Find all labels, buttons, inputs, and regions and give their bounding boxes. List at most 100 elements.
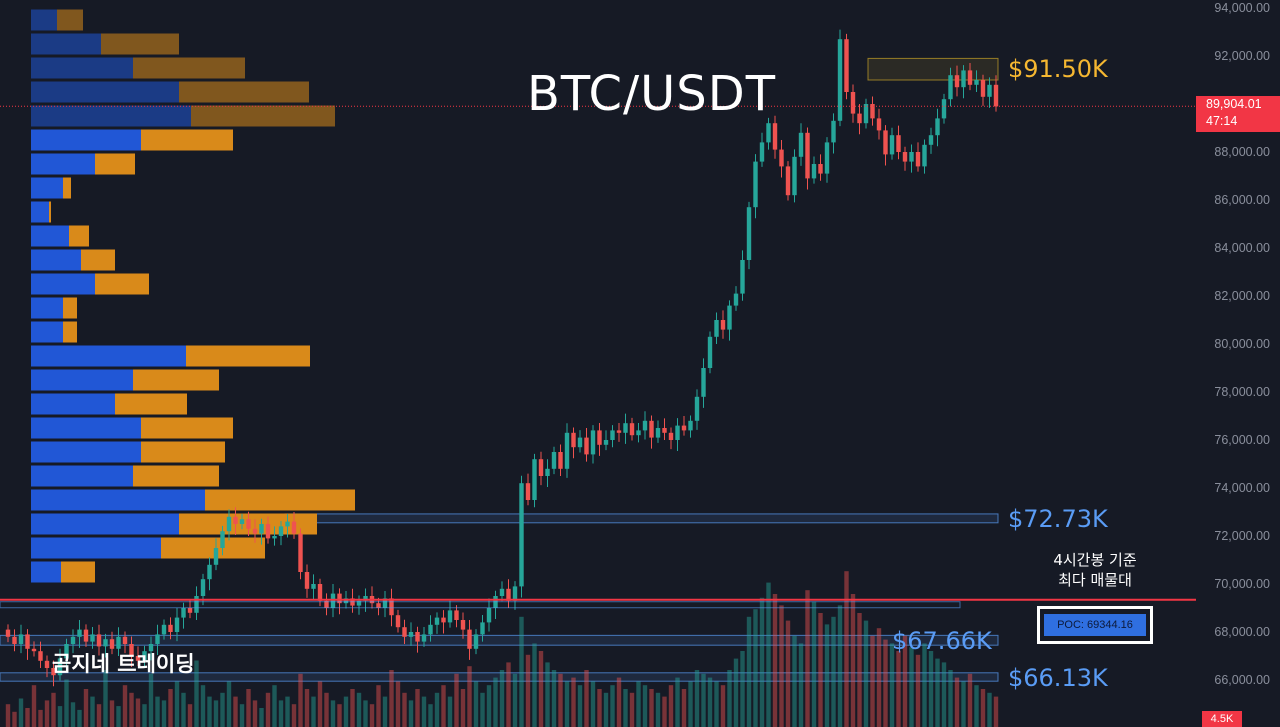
volume-bar <box>44 700 50 727</box>
volume-bar <box>857 613 862 727</box>
vp-sell-bar <box>63 297 77 319</box>
vp-buy-bar <box>31 153 95 175</box>
candle-body <box>922 144 927 167</box>
candle-body <box>168 624 173 632</box>
candle-body <box>649 420 654 438</box>
volume-bar <box>441 685 446 727</box>
vp-buy-bar <box>31 465 133 487</box>
volume-bar <box>779 605 784 727</box>
candle-body <box>772 123 778 150</box>
volume-bar <box>974 685 979 727</box>
candle-body <box>636 430 641 436</box>
vp-buy-bar <box>31 129 141 151</box>
volume-bar <box>681 689 687 727</box>
level-label: $66.13K <box>1008 663 1108 692</box>
volume-bar <box>831 616 836 727</box>
y-tick-label: 94,000.00 <box>1214 1 1270 15</box>
vp-buy-bar <box>31 57 133 79</box>
vp-buy-bar <box>31 9 57 31</box>
candle-body <box>779 149 784 167</box>
candle-body <box>213 548 219 565</box>
vp-sell-bar <box>133 57 245 79</box>
volume-bar <box>993 696 999 727</box>
volume-bar <box>272 685 277 727</box>
volume-bar <box>194 660 199 727</box>
volume-bar <box>798 643 804 727</box>
y-tick-label: 80,000.00 <box>1214 337 1270 351</box>
vp-sell-bar <box>141 417 233 439</box>
candle-body <box>415 632 420 642</box>
candle-body <box>330 593 336 608</box>
volume-bar <box>558 673 563 727</box>
volume-bar <box>519 616 524 727</box>
vp-sell-bar <box>191 105 335 127</box>
candle-body <box>155 634 160 644</box>
candle-body <box>909 152 914 162</box>
volume-bar <box>239 704 245 727</box>
volume-bar <box>714 681 719 727</box>
volume-bar <box>909 647 914 727</box>
volume-bar <box>298 673 303 727</box>
candle-body <box>200 579 206 596</box>
volume-bar <box>70 702 76 727</box>
volume-bar <box>252 700 258 727</box>
volume-bar <box>499 670 505 727</box>
y-tick-label: 86,000.00 <box>1214 193 1270 207</box>
volume-bar <box>896 651 901 727</box>
volume-bar <box>25 708 30 727</box>
volume-bar <box>642 685 648 727</box>
volume-bar <box>376 685 381 727</box>
volume-bar <box>142 704 147 727</box>
volume-bar <box>90 696 95 727</box>
candle-body <box>668 432 674 440</box>
volume-bars <box>5 571 999 727</box>
volume-bar <box>187 704 193 727</box>
volume-bar <box>753 609 758 727</box>
vp-sell-bar <box>133 465 219 487</box>
volume-bar <box>551 670 557 727</box>
y-tick-label: 88,000.00 <box>1214 145 1270 159</box>
vp-sell-bar <box>141 441 225 463</box>
volume-bar <box>77 709 82 727</box>
vp-sell-bar <box>61 561 95 583</box>
volume-bar <box>486 685 492 727</box>
volume-bar <box>701 673 706 727</box>
volume-bar <box>623 689 628 727</box>
candle-body <box>766 123 771 143</box>
candle-body <box>837 39 843 121</box>
candle-body <box>740 260 745 294</box>
candle-body <box>824 142 830 174</box>
volume-bar <box>369 704 375 727</box>
candle-body <box>720 320 726 330</box>
candle-body <box>122 636 128 644</box>
horizontal-lines <box>0 105 1196 609</box>
candle-body <box>551 452 557 469</box>
candle-body <box>519 483 524 587</box>
candle-body <box>525 483 531 500</box>
candle-body <box>571 432 576 448</box>
volume-bar <box>155 696 160 727</box>
current-price-value: 89,904.01 <box>1206 97 1262 111</box>
volume-bar <box>766 582 771 727</box>
candle-body <box>317 584 323 601</box>
y-tick-label: 66,000.00 <box>1214 673 1270 687</box>
volume-bar <box>5 704 11 727</box>
volume-bar <box>207 696 212 727</box>
candle-body <box>558 452 563 469</box>
volume-bar <box>545 662 550 727</box>
candle-body <box>434 617 440 625</box>
volume-bar <box>759 597 765 727</box>
y-tick-label: 70,000.00 <box>1214 577 1270 591</box>
y-tick-label: 72,000.00 <box>1214 529 1270 543</box>
vp-sell-bar <box>95 153 135 175</box>
volume-bar <box>792 635 797 727</box>
volume-bar <box>363 700 368 727</box>
volume-bar <box>233 696 238 727</box>
volume-bar <box>883 639 888 727</box>
candle-body <box>382 598 388 608</box>
volume-bar <box>265 692 271 727</box>
vp-buy-bar <box>31 33 101 55</box>
volume-bar <box>291 704 297 727</box>
volume-bar <box>161 700 167 727</box>
